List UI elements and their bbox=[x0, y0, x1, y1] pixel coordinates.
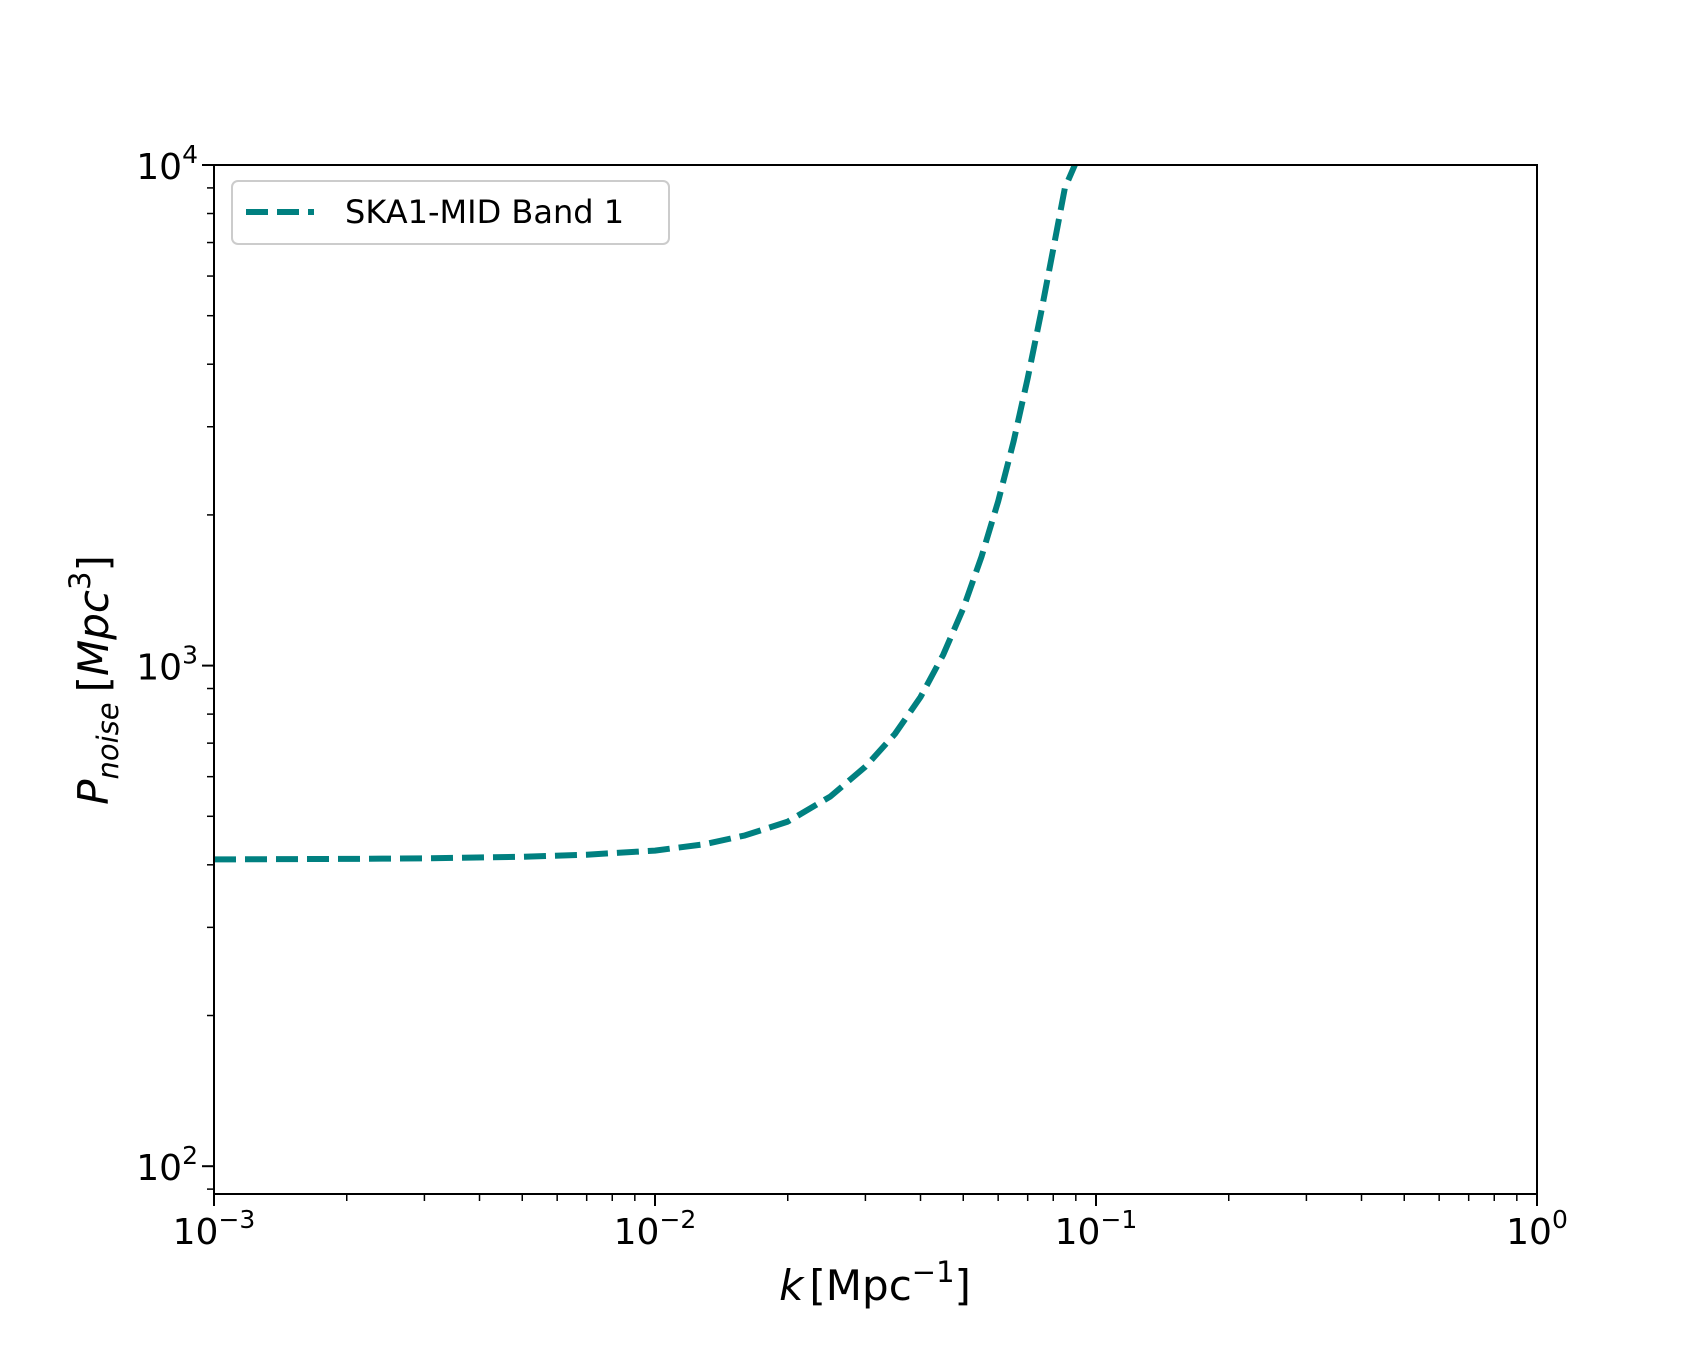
minor-ticks bbox=[207, 187, 1518, 1201]
series-line-0 bbox=[214, 165, 1079, 863]
y-tick-labels: 102 103 104 bbox=[136, 140, 198, 1189]
series-layer bbox=[214, 165, 1079, 863]
x-tick-label: 10−1 bbox=[1055, 1205, 1138, 1253]
x-tick-label: 100 bbox=[1506, 1205, 1568, 1253]
legend-box bbox=[231, 180, 670, 245]
x-tick-label: 10−2 bbox=[614, 1205, 697, 1253]
legend: SKA1-MID Band 1 bbox=[231, 180, 670, 245]
y-tick-label: 102 bbox=[136, 1141, 198, 1189]
y-axis-label: Pnoise[Mpc3] bbox=[63, 555, 125, 805]
y-tick-label: 103 bbox=[136, 641, 198, 689]
x-tick-label: 10−3 bbox=[173, 1205, 256, 1253]
y-tick-label: 104 bbox=[136, 140, 198, 188]
x-axis-label: k [Mpc−1] bbox=[779, 1255, 971, 1310]
legend-label: SKA1-MID Band 1 bbox=[345, 193, 624, 231]
major-ticks bbox=[202, 164, 1538, 1206]
plot-frame bbox=[213, 164, 1538, 1195]
x-tick-labels: 10−3 10−2 10−1 100 bbox=[173, 1205, 1568, 1253]
